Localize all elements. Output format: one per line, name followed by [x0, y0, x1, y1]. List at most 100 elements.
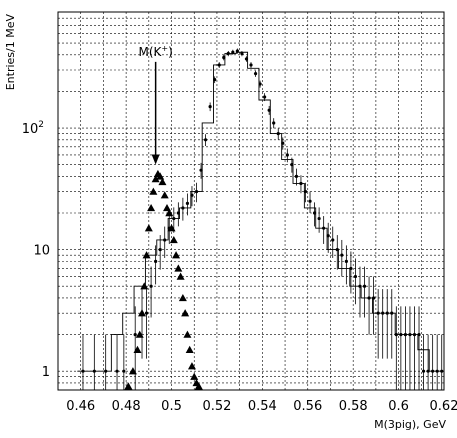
data-point — [431, 369, 435, 373]
data-point — [122, 369, 126, 373]
data-point — [263, 95, 267, 99]
data-point — [276, 131, 280, 136]
tick-labels: 0.46 0.48 0.5 0.52 0.54 0.56 0.58 0.6 0.62 1 10 102 — [22, 120, 457, 414]
data-point — [285, 153, 289, 157]
data-point — [303, 189, 308, 194]
histogram-step-line — [77, 51, 441, 372]
data-point — [394, 332, 398, 337]
data-points — [81, 48, 444, 390]
data-point — [133, 332, 137, 337]
data-point — [290, 163, 294, 167]
data-point — [340, 253, 344, 257]
data-point — [176, 211, 180, 215]
data-point — [181, 206, 185, 210]
data-point — [115, 369, 119, 373]
data-point — [390, 311, 394, 315]
y-tick-label: 10 — [33, 244, 50, 259]
data-point — [92, 369, 96, 373]
data-point — [226, 51, 230, 56]
triangle-point — [142, 251, 151, 259]
x-tick-label: 0.56 — [293, 399, 322, 414]
data-point — [217, 63, 221, 67]
data-point — [412, 332, 417, 337]
data-point — [272, 121, 276, 125]
data-point — [194, 189, 199, 194]
x-tick-label: 0.5 — [161, 399, 182, 414]
triangle-point — [135, 330, 144, 338]
data-point — [222, 55, 226, 60]
triangle-point — [144, 224, 153, 232]
triangle-point — [185, 345, 194, 353]
triangle-point — [147, 203, 156, 212]
data-point — [353, 274, 358, 279]
data-point — [267, 108, 271, 112]
x-tick-label: 0.46 — [66, 399, 95, 414]
data-point — [421, 369, 426, 373]
data-point — [349, 266, 353, 271]
triangle-point — [140, 282, 149, 290]
data-point — [203, 138, 208, 142]
data-point — [299, 181, 303, 186]
triangle-point — [165, 208, 174, 217]
annotation-superscript: + — [161, 44, 168, 53]
data-point — [376, 311, 380, 315]
data-point — [344, 259, 348, 263]
data-point — [213, 78, 217, 82]
triangle-point — [124, 382, 133, 390]
data-point — [399, 332, 403, 337]
data-point — [235, 49, 239, 53]
data-point — [104, 369, 108, 373]
x-tick-label: 0.54 — [248, 399, 277, 414]
triangle-point — [160, 191, 169, 199]
annotation-close-paren: ) — [168, 45, 173, 59]
data-point — [149, 284, 153, 288]
data-point — [417, 332, 421, 337]
data-point — [240, 51, 244, 56]
annotation: M(K+) — [138, 44, 173, 165]
data-point — [294, 174, 299, 178]
x-tick-label: 0.52 — [202, 399, 231, 414]
plot-frame — [57, 11, 445, 391]
triangle-point — [174, 264, 183, 272]
data-point — [154, 259, 158, 263]
data-point — [258, 82, 262, 86]
x-tick-label: 0.48 — [112, 399, 141, 414]
data-point — [158, 247, 162, 252]
triangle-point — [156, 172, 165, 180]
data-point — [326, 234, 330, 238]
data-point — [244, 57, 249, 61]
data-point — [253, 72, 258, 76]
triangle-point — [128, 367, 137, 375]
data-point — [358, 284, 362, 288]
y-axis-label: Entries/1 MeV — [4, 14, 17, 91]
data-point — [281, 141, 285, 145]
triangle-point — [169, 235, 178, 244]
data-point — [144, 311, 149, 315]
triangle-point — [172, 251, 181, 259]
triangle-point — [138, 309, 147, 317]
data-point — [367, 296, 371, 300]
data-point — [190, 193, 194, 197]
data-point — [440, 369, 444, 373]
y-tick-exponent: 2 — [38, 120, 44, 130]
data-point — [312, 211, 317, 215]
y-tick-label: 102 — [22, 120, 44, 137]
x-axis-label: M(3pig), GeV — [374, 418, 446, 431]
triangle-point — [149, 187, 158, 195]
data-point — [408, 332, 412, 337]
triangle-point — [162, 203, 171, 212]
data-point — [381, 311, 385, 315]
data-point — [317, 216, 321, 221]
data-point — [331, 238, 335, 242]
data-point — [435, 369, 439, 373]
data-point — [81, 369, 85, 373]
x-tick-label: 0.62 — [430, 399, 457, 414]
data-point — [308, 199, 312, 203]
data-point — [385, 311, 389, 315]
triangle-point — [176, 272, 185, 280]
mc-histogram — [77, 51, 441, 372]
data-point — [403, 332, 407, 337]
y-tick-label: 1 — [42, 365, 50, 380]
data-point — [208, 105, 212, 109]
